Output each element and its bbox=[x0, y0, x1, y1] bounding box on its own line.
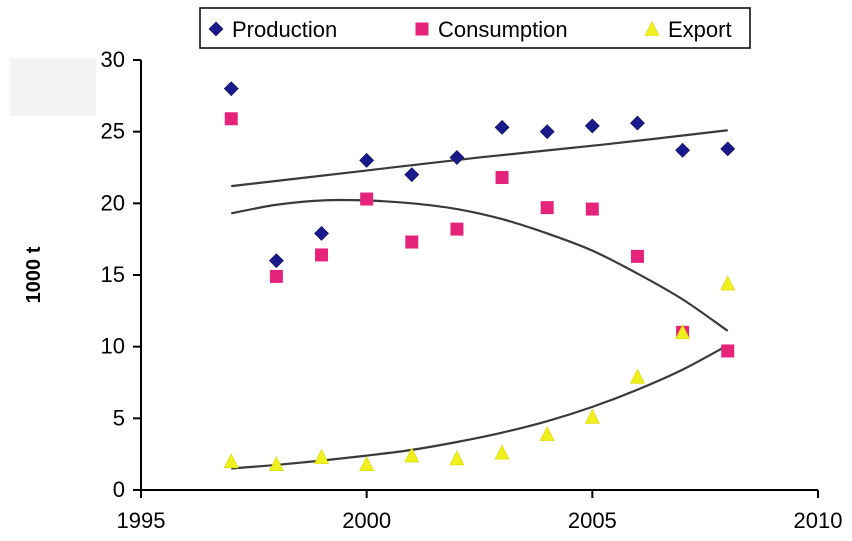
background-patch bbox=[10, 58, 96, 116]
y-tick-label: 25 bbox=[101, 119, 125, 144]
production-point bbox=[223, 81, 239, 97]
production-point bbox=[584, 118, 600, 134]
x-tick-label: 1995 bbox=[117, 508, 166, 533]
production-point bbox=[359, 152, 375, 168]
consumption-point bbox=[224, 112, 238, 126]
export-legend-label: Export bbox=[668, 17, 732, 42]
export-point bbox=[629, 368, 645, 384]
y-tick-label: 0 bbox=[113, 477, 125, 502]
consumption-point bbox=[540, 201, 554, 215]
production-point bbox=[314, 226, 329, 241]
x-axis-ticks: 1995 2000 2005 2010 bbox=[117, 490, 843, 533]
export-point bbox=[223, 453, 239, 469]
export-point bbox=[675, 324, 691, 340]
y-tick-label: 10 bbox=[101, 334, 125, 359]
consumption-legend-marker bbox=[415, 22, 429, 36]
y-tick-label: 15 bbox=[101, 262, 125, 287]
production-point bbox=[720, 141, 736, 157]
y-tick-label: 30 bbox=[101, 47, 125, 72]
production-point bbox=[404, 167, 420, 183]
consumption-point bbox=[450, 222, 464, 236]
consumption-point bbox=[405, 235, 419, 249]
consumption-legend-label: Consumption bbox=[438, 17, 568, 42]
production-point bbox=[449, 150, 465, 165]
trend-lines bbox=[231, 129, 729, 470]
legend-frame bbox=[199, 7, 751, 49]
export-legend-marker bbox=[644, 20, 660, 36]
consumption-point bbox=[630, 249, 644, 263]
y-axis-ticks: 0 5 10 15 20 25 30 bbox=[101, 47, 141, 502]
export-point bbox=[359, 456, 375, 472]
y-tick-label: 20 bbox=[101, 190, 125, 215]
production-legend-marker bbox=[208, 21, 224, 37]
export-point bbox=[314, 448, 330, 464]
production-point bbox=[268, 253, 284, 269]
production-legend-label: Production bbox=[232, 17, 337, 42]
x-tick-label: 2000 bbox=[342, 508, 391, 533]
production-point bbox=[675, 142, 691, 158]
export-point bbox=[720, 275, 736, 291]
consumption-point bbox=[315, 248, 329, 262]
export-trend-line bbox=[231, 344, 729, 470]
consumption-point bbox=[721, 344, 735, 358]
export-point bbox=[268, 456, 284, 472]
consumption-point bbox=[269, 269, 283, 283]
export-point bbox=[494, 444, 510, 460]
x-tick-label: 2005 bbox=[568, 508, 617, 533]
y-tick-label: 5 bbox=[113, 405, 125, 430]
export-point bbox=[584, 408, 600, 424]
x-tick-label: 2010 bbox=[794, 508, 843, 533]
production-trend-line bbox=[231, 129, 728, 188]
consumption-point bbox=[495, 171, 509, 185]
consumption-trend-line bbox=[231, 198, 729, 332]
production-point bbox=[539, 124, 555, 140]
consumption-point bbox=[585, 202, 599, 216]
y-axis-label: 1000 t bbox=[23, 246, 45, 303]
production-point bbox=[630, 115, 645, 131]
data-points bbox=[223, 81, 736, 472]
export-point bbox=[449, 450, 465, 466]
consumption-point bbox=[360, 192, 374, 206]
export-point bbox=[404, 447, 420, 463]
legend: Production Consumption Export bbox=[199, 7, 751, 49]
export-point bbox=[539, 425, 555, 441]
production-point bbox=[494, 119, 510, 135]
